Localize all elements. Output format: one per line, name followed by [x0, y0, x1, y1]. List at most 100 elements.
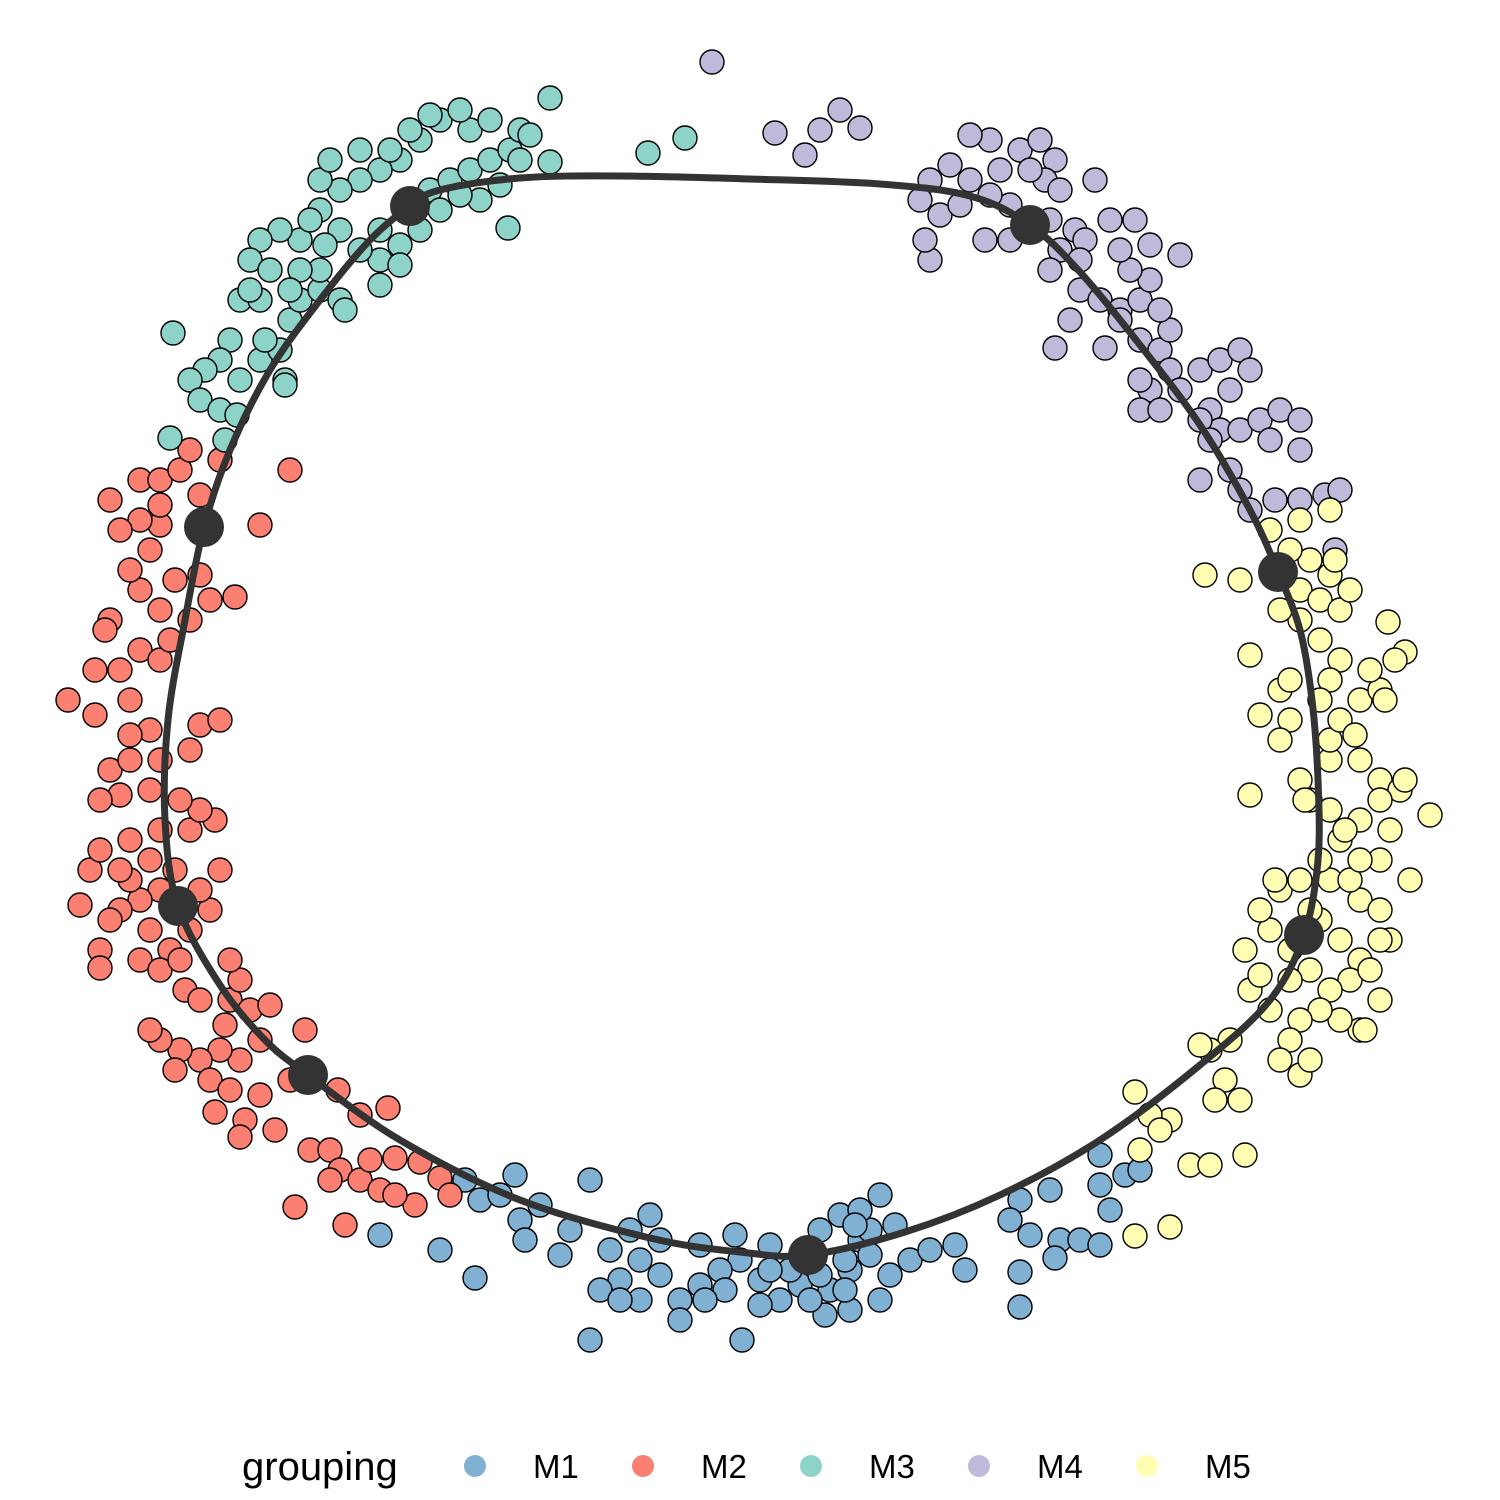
point-m5	[1197, 1152, 1223, 1178]
point-m2	[77, 857, 103, 883]
point-m4	[1092, 335, 1118, 361]
point-m1	[502, 1162, 528, 1188]
point-m1	[757, 1257, 783, 1283]
point-m2	[177, 817, 203, 843]
point-m2	[187, 1047, 213, 1073]
point-m4	[1037, 257, 1063, 283]
point-m2	[97, 907, 123, 933]
point-m5	[1277, 667, 1303, 693]
point-m2	[162, 1057, 188, 1083]
point-m5	[1157, 1214, 1183, 1240]
point-m4	[1047, 177, 1073, 203]
point-m2	[247, 512, 273, 538]
point-m3	[367, 272, 393, 298]
point-m2	[282, 1194, 308, 1220]
point-m4	[1137, 232, 1163, 258]
point-m5	[1232, 937, 1258, 963]
point-m3	[257, 257, 283, 283]
point-m2	[147, 467, 173, 493]
point-m5	[1367, 787, 1393, 813]
point-m5	[1392, 767, 1418, 793]
point-m2	[167, 947, 193, 973]
point-m3	[477, 107, 503, 133]
point-m4	[1187, 357, 1213, 383]
point-m5	[1287, 867, 1313, 893]
point-m1	[722, 1222, 748, 1248]
point-m1	[747, 1292, 773, 1318]
point-m5	[1357, 957, 1383, 983]
point-m2	[127, 637, 153, 663]
point-m2	[147, 957, 173, 983]
point-m2	[177, 437, 203, 463]
point-m2	[82, 657, 108, 683]
point-m4	[1007, 137, 1033, 163]
point-m5	[1307, 587, 1333, 613]
point-m4	[1187, 467, 1213, 493]
point-m2	[332, 1212, 358, 1238]
point-m5	[1287, 1007, 1313, 1033]
point-m5	[1277, 1027, 1303, 1053]
point-m5	[1287, 507, 1313, 533]
point-m5	[1372, 687, 1398, 713]
point-m1	[942, 1232, 968, 1258]
point-m3	[517, 122, 543, 148]
point-m3	[332, 297, 358, 323]
point-m3	[387, 252, 413, 278]
trajectory-layer	[158, 172, 1324, 1275]
point-m4	[1227, 417, 1253, 443]
points-layer	[55, 49, 1443, 1353]
point-m5	[1342, 722, 1368, 748]
point-m1	[1042, 1245, 1068, 1271]
point-m1	[1007, 1259, 1033, 1285]
point-m2	[437, 1182, 463, 1208]
point-m1	[637, 1202, 663, 1228]
point-m5	[1122, 1223, 1148, 1249]
legend-key-m5	[1136, 1455, 1158, 1477]
point-m3	[252, 327, 278, 353]
legend-label-m4: M4	[1037, 1448, 1083, 1485]
point-m2	[207, 707, 233, 733]
point-m2	[97, 487, 123, 513]
point-m2	[207, 1037, 233, 1063]
point-m2	[117, 557, 143, 583]
point-m5	[1337, 867, 1363, 893]
point-m5	[1247, 702, 1273, 728]
point-m4	[1147, 297, 1173, 323]
point-m2	[292, 1017, 318, 1043]
point-m1	[667, 1307, 693, 1333]
point-m2	[147, 492, 173, 518]
legend-label-m1: M1	[533, 1448, 579, 1485]
trajectory-node	[390, 186, 430, 226]
point-m3	[672, 125, 698, 151]
point-m2	[187, 797, 213, 823]
legend-key-m4	[968, 1455, 990, 1477]
point-m1	[897, 1247, 923, 1273]
point-m3	[495, 215, 521, 241]
point-m2	[317, 1137, 343, 1163]
point-m2	[127, 577, 153, 603]
point-m5	[1347, 687, 1373, 713]
point-m5	[1192, 562, 1218, 588]
trajectory-node	[1258, 552, 1298, 592]
point-m2	[97, 757, 123, 783]
point-m4	[1262, 487, 1288, 513]
point-m3	[157, 425, 183, 451]
point-m1	[797, 1287, 823, 1313]
point-m3	[237, 247, 263, 273]
point-m1	[812, 1302, 838, 1328]
point-m2	[212, 1012, 238, 1038]
point-m2	[147, 597, 173, 623]
point-m3	[272, 372, 298, 398]
point-m4	[927, 202, 953, 228]
point-m5	[1267, 1047, 1293, 1073]
point-m3	[247, 227, 273, 253]
point-m4	[1017, 157, 1043, 183]
point-m2	[137, 1017, 163, 1043]
point-m2	[87, 955, 113, 981]
point-m4	[1127, 367, 1153, 393]
point-m5	[1327, 707, 1353, 733]
point-m5	[1122, 1079, 1148, 1105]
point-m4	[762, 120, 788, 146]
point-m5	[1237, 782, 1263, 808]
point-m5	[1367, 987, 1393, 1013]
